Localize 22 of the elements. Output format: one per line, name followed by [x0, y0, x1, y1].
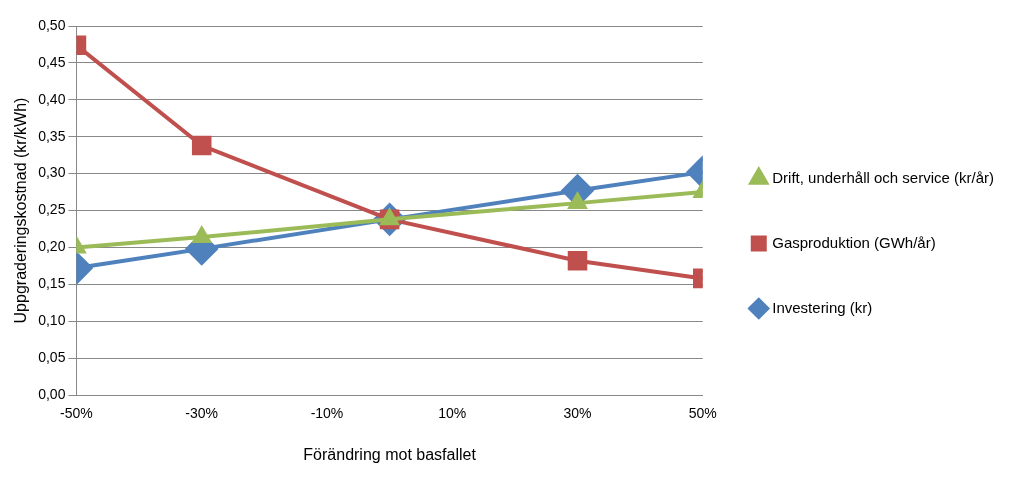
legend-label: Drift, underhåll och service (kr/år): [772, 168, 994, 186]
y-tick-label: 0,50: [38, 16, 66, 33]
y-tick-label: 0,40: [38, 90, 66, 107]
x-tick-label: -50%: [60, 405, 93, 422]
x-axis-title: Förändring mot basfallet: [303, 445, 477, 463]
x-tick-label: 50%: [688, 405, 717, 422]
y-tick-label: 0,35: [38, 127, 66, 144]
y-tick-label: 0,20: [38, 238, 66, 255]
x-tick-label: 30%: [563, 405, 592, 422]
y-tick-label: 0,30: [38, 164, 66, 181]
y-tick-label: 0,15: [38, 275, 66, 292]
y-tick-label: 0,10: [38, 312, 66, 329]
legend-label: Investering (kr): [772, 298, 873, 316]
y-axis-title: Uppgraderingskostnad (kr/kWh): [12, 97, 30, 324]
y-tick-label: 0,05: [38, 348, 66, 365]
x-tick-label: 10%: [438, 405, 467, 422]
y-tick-label: 0,25: [38, 201, 66, 218]
legend-label: Gasproduktion (GWh/år): [772, 233, 936, 251]
y-tick-label: 0,45: [38, 53, 66, 70]
y-tick-label: 0,00: [38, 385, 66, 402]
x-tick-label: -10%: [310, 405, 344, 422]
x-tick-label: -30%: [185, 405, 219, 422]
